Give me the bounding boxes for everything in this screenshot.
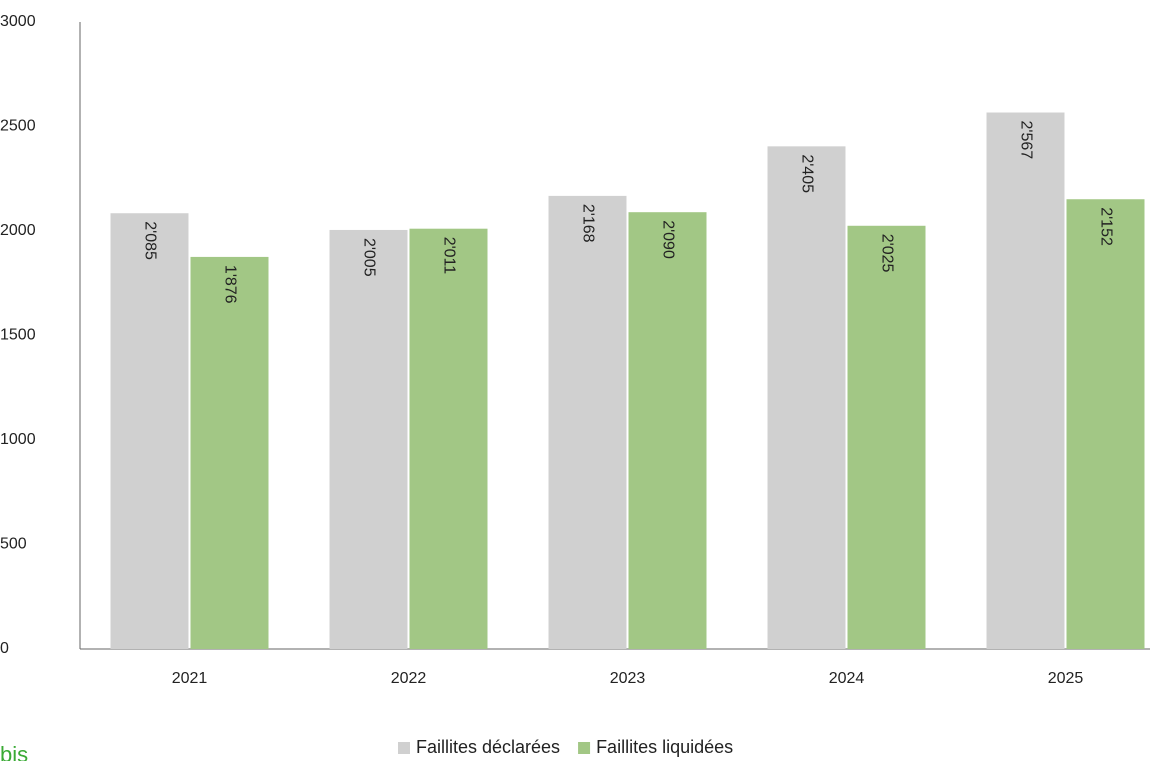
data-label: 2'090 — [659, 220, 676, 259]
y-tick-label: 2000 — [0, 222, 36, 239]
legend-label: Faillites liquidées — [596, 737, 733, 757]
bar — [110, 213, 189, 650]
y-tick-label: 2500 — [0, 118, 36, 135]
bar — [986, 112, 1065, 649]
data-label: 2'152 — [1097, 207, 1114, 246]
bar — [548, 195, 627, 649]
y-tick-label: 3000 — [0, 13, 36, 30]
legend-label: Faillites déclarées — [416, 737, 560, 757]
bar — [767, 146, 846, 650]
data-label: 2'405 — [798, 154, 815, 193]
data-label: 2'025 — [878, 234, 895, 273]
data-label: 2'567 — [1017, 120, 1034, 159]
bar — [190, 256, 269, 649]
y-tick-label: 500 — [0, 536, 27, 553]
bar — [329, 229, 408, 649]
x-tick-label: 2021 — [172, 670, 208, 687]
data-label: 2'085 — [141, 221, 158, 260]
data-label: 2'168 — [579, 204, 596, 243]
data-label: 1'876 — [221, 265, 238, 304]
bar — [847, 225, 926, 649]
x-tick-label: 2023 — [610, 670, 646, 687]
bar — [1066, 199, 1145, 649]
data-label: 2'011 — [440, 237, 457, 275]
y-tick-label: 1000 — [0, 431, 36, 448]
y-tick-label: 1500 — [0, 327, 36, 344]
x-tick-label: 2024 — [829, 670, 865, 687]
data-label: 2'005 — [360, 238, 377, 277]
bar — [628, 212, 707, 649]
legend-swatch — [398, 742, 410, 754]
legend-swatch — [578, 742, 591, 754]
annotation: bis — [0, 742, 28, 761]
x-tick-label: 2022 — [391, 670, 427, 687]
x-tick-label: 2025 — [1048, 670, 1084, 687]
y-tick-label: 0 — [0, 640, 9, 657]
bar — [409, 228, 488, 650]
